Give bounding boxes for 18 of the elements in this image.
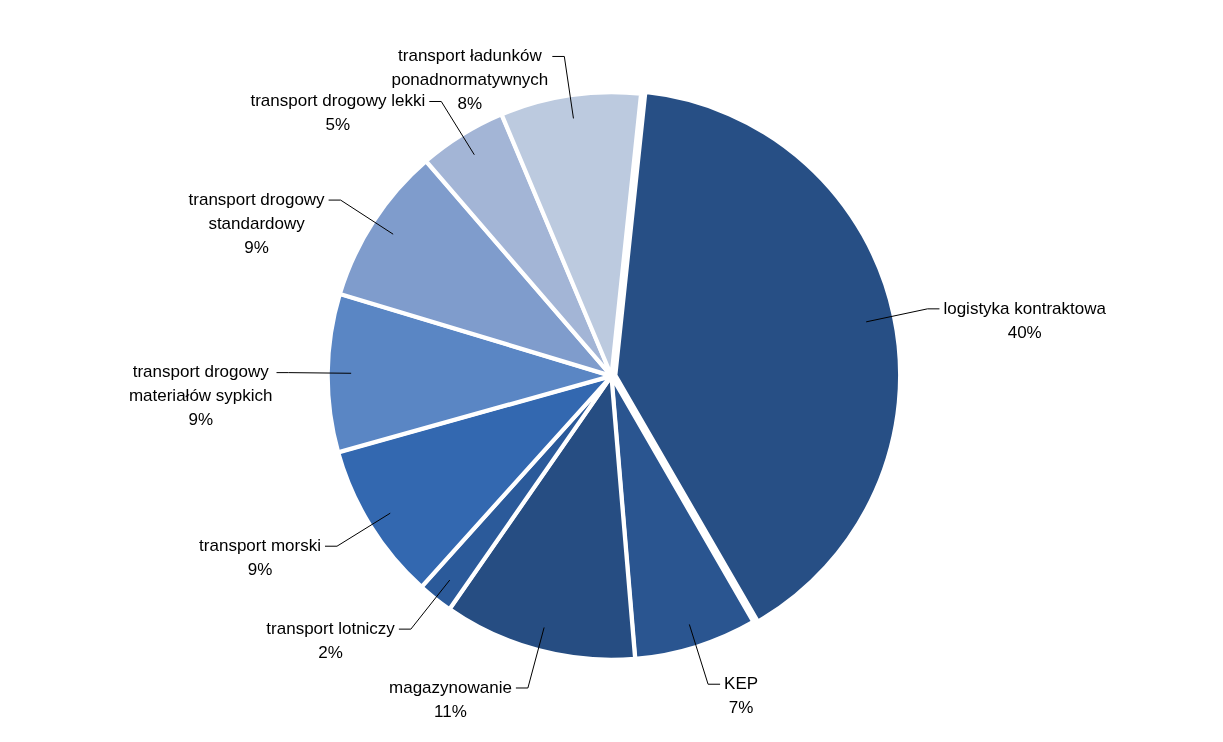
slice-label: transport ładunków ponadnormatywnych	[391, 46, 549, 90]
slice-label: transport morski	[199, 535, 321, 555]
data-label: 9%	[247, 559, 273, 579]
data-label: 5%	[325, 115, 351, 135]
data-label: 9%	[244, 237, 269, 257]
data-label: 40%	[1007, 322, 1042, 342]
slice-label: logistyka kontraktowa	[943, 298, 1107, 318]
data-label: 9%	[188, 410, 214, 430]
slice-label: transport lotniczy	[266, 618, 396, 638]
slice-label: transport drogowy materiałów sypkich	[128, 362, 273, 406]
slice-label: transport drogowy standardowy	[188, 189, 326, 233]
slice-label: magazynowanie	[389, 677, 512, 697]
data-label: 7%	[728, 697, 754, 717]
slice-label: transport drogowy lekki	[250, 91, 426, 111]
data-label: 8%	[457, 94, 483, 114]
slice-label: KEP	[724, 673, 759, 693]
data-label: 11%	[434, 701, 467, 721]
data-label: 2%	[318, 642, 343, 662]
